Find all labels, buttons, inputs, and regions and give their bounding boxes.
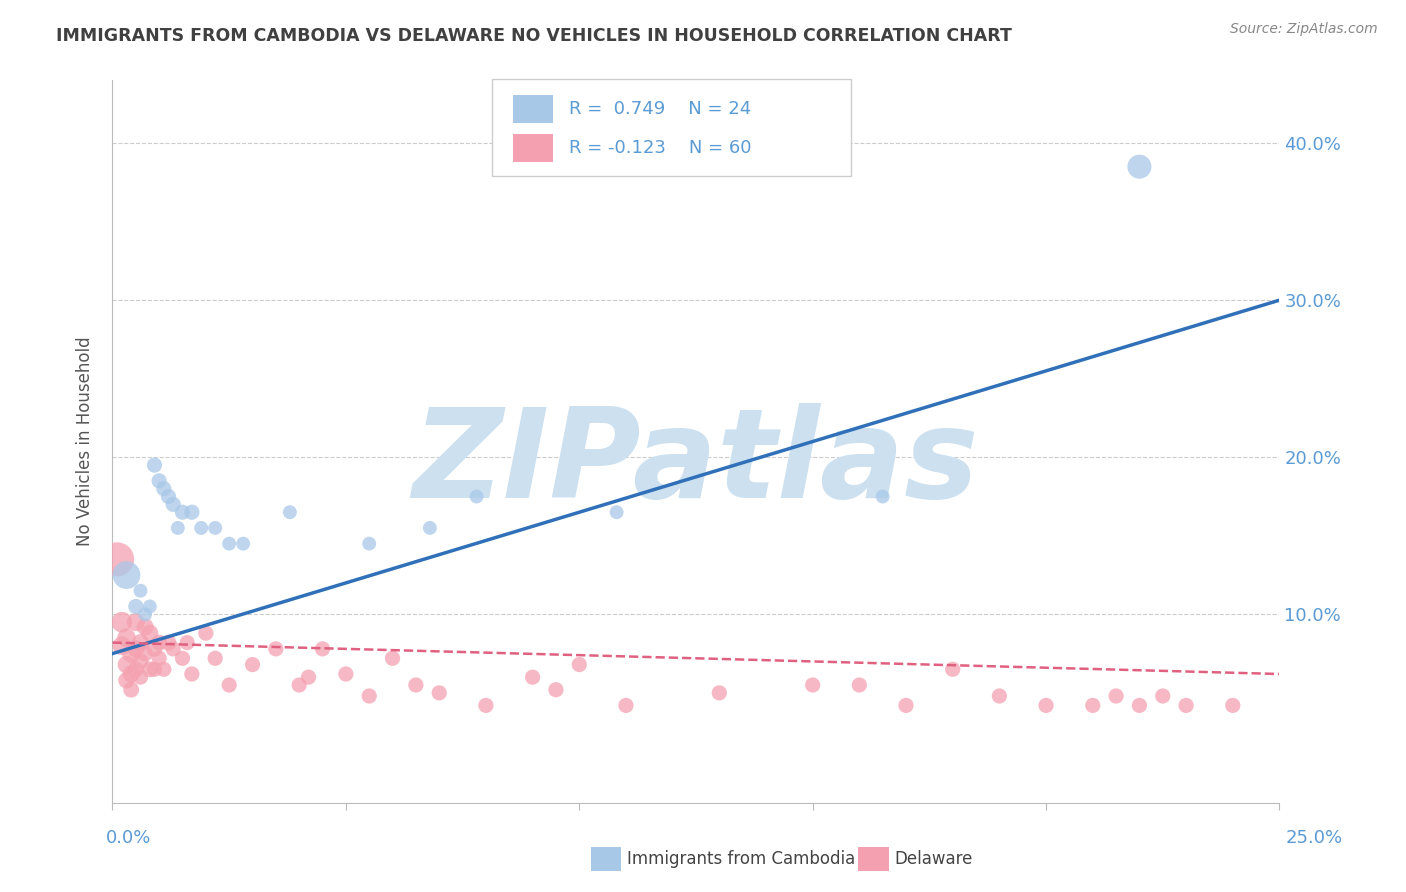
Point (942, 662, 965, 676)
Point (1081, 698, 1104, 713)
Text: 0.0%: 0.0% (105, 829, 150, 847)
Point (872, 490, 894, 504)
Point (134, 607, 156, 622)
Point (381, 651, 404, 665)
Y-axis label: No Vehicles in Household: No Vehicles in Household (76, 336, 94, 547)
Point (801, 678, 824, 692)
Point (172, 651, 194, 665)
Text: R = -0.123    N = 60: R = -0.123 N = 60 (569, 139, 752, 157)
Point (1105, 689, 1128, 703)
Point (1035, 698, 1057, 713)
Point (134, 620, 156, 634)
Point (139, 599, 162, 614)
Point (242, 657, 264, 672)
Point (125, 641, 148, 656)
Point (129, 655, 152, 669)
Point (606, 505, 628, 519)
Point (190, 521, 212, 535)
Point (988, 689, 1011, 703)
Point (115, 673, 138, 688)
Point (894, 698, 917, 713)
Point (1152, 689, 1174, 703)
Text: Immigrants from Cambodia: Immigrants from Cambodia (627, 850, 855, 868)
Point (1175, 698, 1198, 713)
Point (172, 505, 194, 519)
Point (134, 647, 156, 661)
Point (120, 682, 142, 697)
Point (120, 647, 142, 661)
Point (405, 678, 427, 692)
Point (115, 568, 138, 582)
Point (180, 505, 202, 519)
Point (157, 635, 180, 649)
Point (143, 641, 166, 656)
Point (115, 631, 138, 645)
Point (465, 490, 488, 504)
Point (143, 458, 166, 472)
Point (419, 521, 441, 535)
Point (278, 505, 301, 519)
Point (153, 482, 176, 496)
Point (709, 686, 731, 700)
Point (125, 599, 148, 614)
Point (166, 521, 188, 535)
Point (148, 474, 170, 488)
Point (139, 626, 162, 640)
Point (204, 651, 226, 665)
Point (614, 698, 637, 713)
Point (115, 657, 138, 672)
Point (139, 662, 162, 676)
Point (218, 678, 240, 692)
Point (335, 667, 357, 681)
Point (148, 651, 170, 665)
Point (359, 536, 381, 550)
Point (194, 626, 217, 640)
Point (125, 662, 148, 676)
Point (111, 615, 134, 630)
Text: Delaware: Delaware (894, 850, 973, 868)
Point (544, 682, 567, 697)
Point (475, 698, 498, 713)
Point (848, 678, 870, 692)
Point (162, 641, 184, 656)
Point (311, 641, 333, 656)
Text: R =  0.749    N = 24: R = 0.749 N = 24 (569, 100, 752, 118)
Point (522, 670, 544, 684)
Point (148, 635, 170, 649)
Point (111, 639, 134, 653)
Text: Source: ZipAtlas.com: Source: ZipAtlas.com (1230, 22, 1378, 37)
Point (204, 521, 226, 535)
Point (288, 678, 311, 692)
Point (125, 615, 148, 630)
Text: 25.0%: 25.0% (1285, 829, 1343, 847)
Point (129, 583, 152, 598)
Point (129, 670, 152, 684)
Point (1128, 698, 1150, 713)
Point (568, 657, 591, 672)
Text: ZIPatlas: ZIPatlas (413, 402, 979, 524)
Point (162, 497, 184, 511)
Point (232, 536, 254, 550)
Point (1222, 698, 1244, 713)
Point (120, 667, 142, 681)
Point (129, 635, 152, 649)
Point (264, 641, 287, 656)
Point (157, 490, 180, 504)
Point (180, 667, 202, 681)
Point (297, 670, 319, 684)
Point (359, 689, 381, 703)
Point (218, 536, 240, 550)
Point (1128, 160, 1150, 174)
Point (143, 662, 166, 676)
Point (105, 552, 128, 566)
Point (427, 686, 450, 700)
Text: IMMIGRANTS FROM CAMBODIA VS DELAWARE NO VEHICLES IN HOUSEHOLD CORRELATION CHART: IMMIGRANTS FROM CAMBODIA VS DELAWARE NO … (56, 27, 1012, 45)
Point (153, 662, 176, 676)
Point (176, 635, 198, 649)
